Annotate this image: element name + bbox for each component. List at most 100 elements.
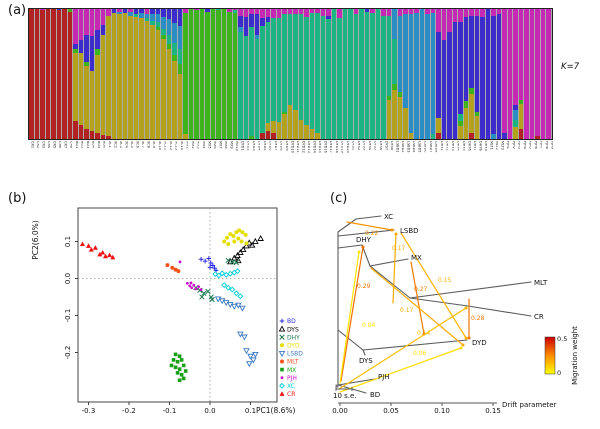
- treemix-migration-arrowhead: [464, 336, 468, 340]
- admixture-segment-m: [540, 9, 545, 139]
- sample-label: XC7: [141, 141, 145, 148]
- admixture-segment-g: [166, 44, 171, 50]
- admixture-segment-m: [271, 9, 276, 19]
- marker-open-triangle-down-icon: [241, 334, 248, 341]
- admixture-segment-g: [249, 136, 254, 139]
- admixture-bar: [265, 9, 271, 139]
- pca-series-MX: [169, 352, 188, 383]
- admixture-bar: [282, 9, 288, 139]
- admixture-segment-o: [408, 132, 413, 139]
- admixture-segment-r: [535, 136, 540, 139]
- admixture-segment-m: [144, 9, 149, 15]
- admixture-bar: [205, 9, 211, 139]
- admixture-segment-m: [243, 9, 248, 17]
- admixture-bar: [122, 9, 128, 139]
- admixture-bar: [337, 9, 343, 139]
- marker-x-icon: [279, 334, 285, 340]
- admixture-segment-r: [56, 10, 61, 139]
- admixture-bar: [419, 9, 425, 139]
- admixture-segment-m: [408, 9, 413, 15]
- admixture-segment-g: [188, 9, 193, 139]
- marker-open-diamond-icon: [279, 382, 285, 389]
- admixture-segment-g: [386, 96, 391, 100]
- pca-legend-label-MX: MX: [287, 367, 296, 374]
- admixture-segment-i: [491, 15, 496, 134]
- admixture-segment-i: [100, 24, 105, 36]
- marker-filled-circle-icon: [244, 241, 249, 246]
- sample-label: XC12: [168, 141, 172, 151]
- admixture-segment-g: [474, 111, 479, 116]
- sample-label: DHY2: [445, 141, 449, 151]
- admixture-segment-i: [89, 36, 94, 72]
- admixture-segment-b: [238, 27, 243, 33]
- sample-label: DYD5: [262, 141, 266, 151]
- admixture-bar: [359, 9, 365, 139]
- marker-filled-circle-icon: [222, 239, 227, 244]
- treemix-tree-edge: [337, 229, 395, 237]
- admixture-bar: [381, 9, 387, 139]
- admixture-bar: [139, 9, 145, 139]
- sample-label: PJH5: [528, 141, 532, 150]
- pca-legend-label-PJH: PJH: [287, 375, 297, 382]
- admixture-segment-r: [34, 9, 39, 139]
- admixture-segment-b: [419, 9, 424, 139]
- admixture-bar: [243, 9, 249, 139]
- admixture-segment-m: [227, 9, 232, 12]
- admixture-bar: [254, 9, 260, 139]
- marker-open-diamond-icon: [234, 268, 241, 275]
- admixture-bar: [364, 9, 370, 139]
- admixture-segment-i: [84, 35, 89, 63]
- sample-label: DYD14: [312, 141, 316, 153]
- admixture-bar: [227, 9, 233, 139]
- marker-filled-triangle-icon: [92, 245, 98, 250]
- admixture-bar: [73, 9, 79, 139]
- admixture-segment-i: [364, 9, 369, 12]
- marker-filled-square-icon: [177, 367, 182, 371]
- admixture-segment-b: [161, 16, 166, 29]
- sample-label: XC8: [146, 141, 150, 148]
- admixture-segment-i: [139, 9, 144, 13]
- admixture-segment-t: [337, 18, 342, 139]
- admixture-segment-r: [84, 128, 89, 139]
- panel-c-label: (c): [330, 191, 348, 206]
- admixture-bar: [513, 9, 519, 139]
- marker-open-diamond-icon: [215, 272, 222, 279]
- sample-label: DHY6: [467, 141, 471, 151]
- admixture-segment-t: [155, 22, 160, 28]
- treemix-migration-weight-label: 0.28: [471, 315, 485, 322]
- admixture-segment-i: [95, 29, 100, 50]
- admixture-segment-b: [513, 110, 518, 120]
- admixture-segment-o: [513, 127, 518, 139]
- marker-filled-triangle-icon: [279, 391, 285, 396]
- marker-filled-square-icon: [179, 372, 184, 377]
- admixture-segment-t: [260, 25, 265, 133]
- sample-label: PJH8: [544, 141, 548, 150]
- treemix-migration-arrowhead: [390, 228, 394, 232]
- admixture-segment-b: [177, 25, 182, 50]
- admixture-segment-g: [205, 11, 210, 139]
- sample-label: XC11: [163, 141, 167, 151]
- sample-label: LSBD8: [434, 141, 438, 153]
- marker-open-diamond-icon: [225, 284, 232, 291]
- admixture-bar: [155, 9, 161, 139]
- sample-label: DYD2: [246, 141, 250, 151]
- admixture-segment-o: [73, 53, 78, 121]
- pca-plot: -0.3 -0.2 -0.1 0.0 0.1 0.1 0.0 -0.1 -0.2 PC1(8.6%…: [31, 207, 303, 415]
- treemix-tip-label-DYS: DYS: [359, 357, 373, 365]
- admixture-bar: [238, 9, 244, 139]
- marker-filled-triangle-icon: [79, 241, 85, 247]
- admixture-segment-i: [111, 9, 116, 13]
- admixture-bar: [293, 9, 299, 139]
- sample-label: XC6: [135, 141, 139, 148]
- admixture-segment-m: [397, 9, 402, 16]
- admixture-segment-i: [474, 15, 479, 112]
- sample-label: DHY8: [478, 141, 482, 151]
- admixture-segment-m: [491, 9, 496, 16]
- admixture-bar: [375, 9, 381, 139]
- sample-label: DYD7: [273, 141, 277, 151]
- admixture-bar: [326, 9, 332, 139]
- admixture-segment-i: [122, 9, 127, 13]
- sample-label: BD1: [74, 141, 78, 149]
- admixture-bar: [249, 9, 255, 139]
